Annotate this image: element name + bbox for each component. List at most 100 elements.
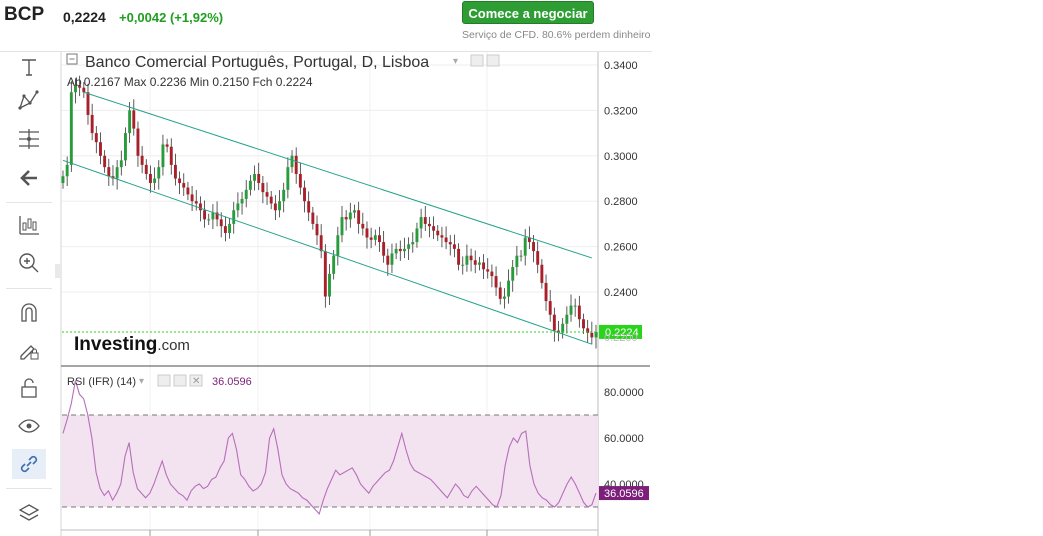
trend-channel-line[interactable] — [62, 159, 593, 345]
candle-body — [582, 319, 585, 329]
rsi-dropdown-icon[interactable]: ▾ — [139, 376, 144, 387]
candle-body — [540, 264, 544, 283]
candle-body — [548, 301, 552, 315]
price-tick-label: 0.2400 — [604, 287, 638, 299]
candle-body — [340, 217, 344, 236]
indicators-icon — [19, 216, 39, 235]
candle-body — [469, 255, 473, 261]
candle-body — [515, 255, 519, 268]
candle-body — [586, 328, 590, 333]
candle-body — [190, 194, 194, 202]
candle-body — [86, 92, 90, 115]
pattern-tool-button[interactable] — [12, 85, 46, 115]
candle-body — [173, 164, 177, 179]
candle-body — [253, 173, 257, 181]
series-settings-gear-icon[interactable] — [486, 54, 500, 67]
candle-body — [590, 332, 594, 338]
candle-body — [182, 183, 186, 188]
candle-body — [232, 210, 236, 224]
rsi-close-icon[interactable] — [189, 374, 203, 387]
candle-body — [144, 164, 148, 174]
magnet-button[interactable] — [12, 297, 46, 327]
series-settings-eye-icon[interactable] — [470, 54, 484, 67]
text-tool-icon — [22, 59, 36, 76]
candle-body — [265, 192, 269, 197]
title-dropdown-icon[interactable]: ▾ — [453, 56, 458, 67]
candle-body — [407, 244, 411, 249]
candle-body — [382, 242, 386, 256]
last-price-badge-text: 0.2224 — [605, 327, 639, 339]
pencil-lock-icon — [20, 345, 39, 360]
link-icon — [20, 455, 38, 473]
rsi-gear-icon[interactable] — [173, 374, 187, 387]
candle-body — [477, 262, 481, 265]
candle-body — [419, 217, 423, 229]
price-change: +0,0042 (+1,92%) — [119, 10, 224, 25]
candle-body — [153, 178, 157, 184]
back-button[interactable] — [12, 163, 46, 193]
layers-button[interactable] — [12, 498, 46, 528]
candle-body — [353, 210, 356, 213]
last-price: 0,2224 — [63, 9, 106, 25]
candle-body — [69, 92, 73, 165]
candle-body — [311, 212, 315, 224]
candle-body — [348, 212, 352, 220]
candle-body — [552, 314, 556, 331]
candle-body — [365, 228, 369, 238]
text-tool-button[interactable] — [12, 52, 46, 82]
collapse-toggle[interactable] — [66, 53, 78, 65]
candle-body — [228, 223, 232, 233]
lock-drawing-button[interactable] — [12, 335, 46, 365]
candle-body — [290, 155, 294, 168]
rsi-close-glyph: ✕ — [192, 376, 200, 387]
visibility-button[interactable] — [12, 411, 46, 441]
start-trading-button[interactable]: Comece a negociar — [462, 1, 594, 24]
candle-body — [473, 260, 477, 265]
candle-body — [523, 237, 527, 256]
candle-body — [99, 142, 102, 156]
candle-body — [440, 235, 444, 238]
candle-body — [573, 305, 577, 307]
candle-body — [319, 235, 323, 252]
candle-body — [361, 223, 365, 229]
trend-channel-line[interactable] — [83, 91, 592, 259]
candle-body — [82, 87, 86, 93]
candle-body — [198, 203, 202, 211]
candle-body — [207, 219, 211, 221]
candle-body — [140, 155, 144, 165]
back-arrow-icon — [20, 170, 37, 186]
candle-body — [65, 164, 69, 177]
candle-body — [161, 144, 165, 168]
fib-tool-button[interactable] — [12, 124, 46, 154]
rsi-tick-label: 60.0000 — [604, 433, 644, 445]
candle-body — [244, 189, 248, 199]
candle-body — [257, 173, 261, 184]
candle-body — [223, 226, 227, 233]
candle-body — [128, 110, 132, 134]
candle-body — [315, 223, 319, 236]
rsi-eye-icon[interactable] — [157, 374, 171, 387]
rsi-legend: RSI (IFR) (14) — [67, 376, 136, 388]
indicators-button[interactable] — [12, 210, 46, 240]
candle-body — [344, 217, 348, 220]
candle-body — [211, 212, 215, 220]
magnet-icon — [21, 303, 37, 322]
candle-body — [519, 255, 523, 257]
candle-body — [465, 255, 469, 265]
candle-body — [411, 242, 415, 245]
candle-body — [203, 210, 207, 220]
pane-resize-handle[interactable] — [55, 264, 61, 278]
candle-body — [178, 178, 182, 184]
hidden-price-tick: 0.2200 — [604, 332, 638, 344]
candle-body — [186, 187, 190, 195]
candle-body — [544, 282, 548, 302]
unlock-button[interactable] — [12, 373, 46, 403]
candle-body — [577, 305, 581, 320]
zoom-button[interactable] — [12, 248, 46, 278]
candle-body — [323, 251, 327, 297]
rsi-line — [62, 380, 597, 515]
candle-body — [432, 226, 436, 231]
link-button[interactable] — [12, 449, 46, 479]
candle-body — [427, 223, 431, 227]
